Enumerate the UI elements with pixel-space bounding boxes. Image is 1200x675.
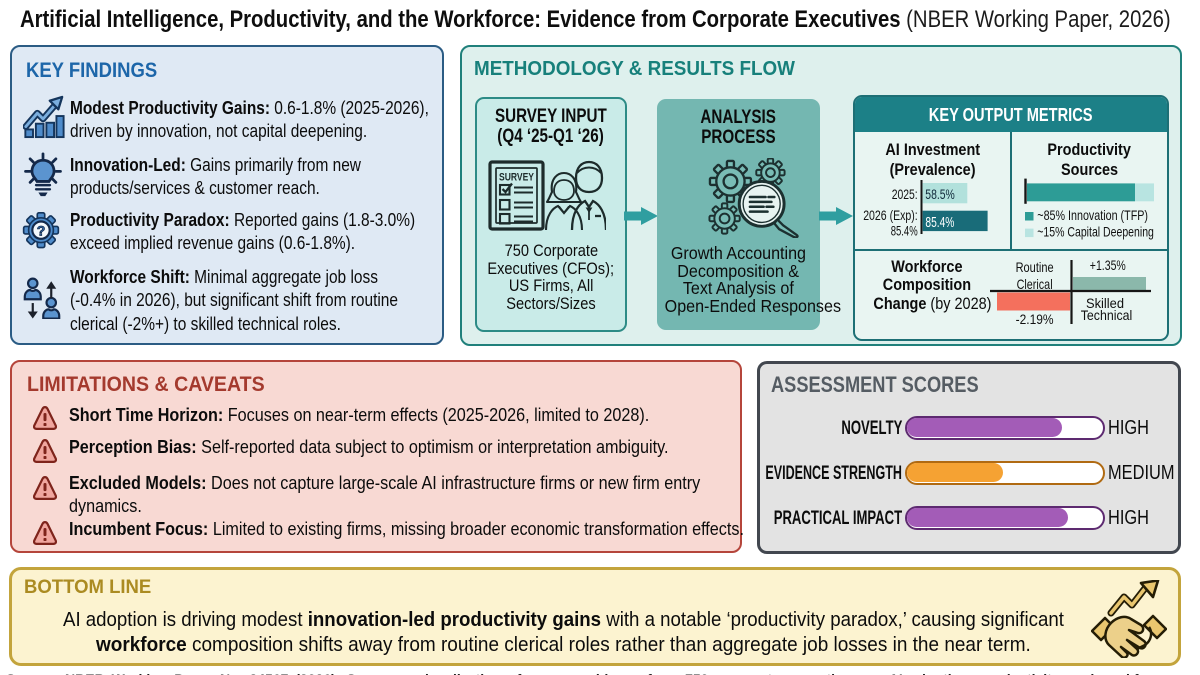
svg-text:2025:: 2025: bbox=[892, 186, 918, 202]
svg-text:+1.35%: +1.35% bbox=[1090, 257, 1126, 273]
svg-text:SURVEY: SURVEY bbox=[499, 172, 535, 184]
svg-text:~85% Innovation (TFP): ~85% Innovation (TFP) bbox=[1037, 207, 1148, 223]
svg-text:-2.19%: -2.19% bbox=[1016, 311, 1054, 327]
svg-text:Clerical: Clerical bbox=[1017, 276, 1053, 292]
svg-text:2026 (Exp):: 2026 (Exp): bbox=[863, 207, 918, 223]
svg-text:85.4%: 85.4% bbox=[925, 215, 954, 231]
svg-text:Routine: Routine bbox=[1016, 259, 1054, 275]
svg-text:~15% Capital Deepening: ~15% Capital Deepening bbox=[1037, 224, 1154, 240]
svg-text:Technical: Technical bbox=[1081, 307, 1133, 323]
svg-text:85.4%: 85.4% bbox=[891, 223, 918, 239]
svg-text:Skilled: Skilled bbox=[1086, 295, 1124, 311]
svg-text:58.5%: 58.5% bbox=[925, 186, 955, 202]
svg-text:?: ? bbox=[37, 223, 46, 239]
